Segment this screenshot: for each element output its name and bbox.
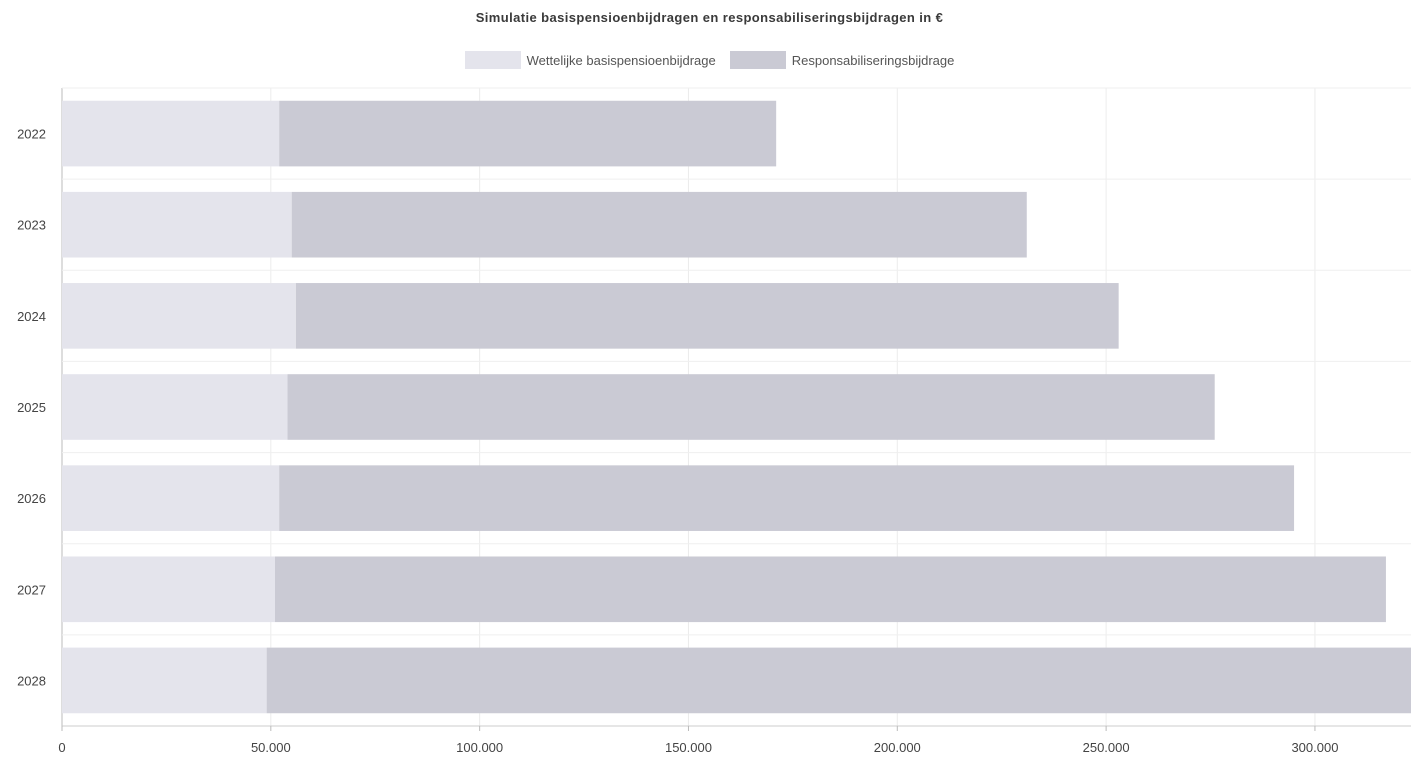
x-tick-label: 200.000 [874,740,921,755]
bar-basispensioen-2025[interactable] [62,374,288,440]
legend-swatch-basispensioen [464,51,521,69]
x-tick-label: 300.000 [1291,740,1338,755]
bar-basispensioen-2028[interactable] [62,647,267,714]
x-tick-label: 100.000 [456,740,503,755]
x-tick-label: 0 [58,740,65,755]
y-tick-label: 2022 [17,127,46,142]
bar-responsabilisering-2025[interactable] [287,374,1215,440]
bar-basispensioen-2027[interactable] [62,556,275,623]
bar-responsabilisering-2023[interactable] [291,191,1027,258]
bar-responsabilisering-2026[interactable] [279,465,1295,531]
legend-item-responsabilisering[interactable]: Responsabiliseringsbijdrage [729,51,955,69]
x-tick-label: 250.000 [1083,740,1130,755]
legend-swatch-responsabilisering [729,51,786,69]
chart-legend: Wettelijke basispensioenbijdrage Respons… [0,51,1419,69]
bar-responsabilisering-2027[interactable] [275,556,1386,623]
legend-item-basispensioen[interactable]: Wettelijke basispensioenbijdrage [464,51,716,69]
y-tick-label: 2025 [17,400,46,415]
bar-responsabilisering-2024[interactable] [295,283,1119,349]
legend-label-basispensioen: Wettelijke basispensioenbijdrage [526,52,716,68]
y-tick-label: 2023 [17,218,46,233]
bar-basispensioen-2022[interactable] [62,100,280,167]
y-tick-label: 2028 [17,673,46,688]
bar-responsabilisering-2022[interactable] [279,100,777,167]
x-tick-label: 50.000 [251,740,291,755]
chart-title: Simulatie basispensioenbijdragen en resp… [475,10,944,25]
y-tick-label: 2026 [17,491,46,506]
bar-basispensioen-2026[interactable] [62,465,280,531]
bar-basispensioen-2023[interactable] [62,191,292,258]
y-tick-label: 2027 [17,582,46,597]
bar-basispensioen-2024[interactable] [62,283,296,349]
bar-responsabilisering-2028[interactable] [266,647,1411,714]
y-tick-label: 2024 [17,309,46,324]
x-tick-label: 150.000 [665,740,712,755]
legend-label-responsabilisering: Responsabiliseringsbijdrage [791,52,955,68]
